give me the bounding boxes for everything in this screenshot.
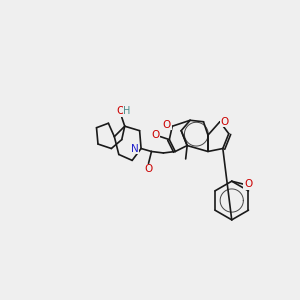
Text: O: O	[151, 130, 159, 140]
Text: O: O	[244, 179, 252, 189]
Text: O: O	[144, 164, 153, 174]
Text: H: H	[123, 106, 131, 116]
Text: O: O	[116, 106, 124, 116]
Text: O: O	[163, 120, 171, 130]
Text: N: N	[131, 143, 139, 154]
Text: O: O	[220, 117, 228, 127]
